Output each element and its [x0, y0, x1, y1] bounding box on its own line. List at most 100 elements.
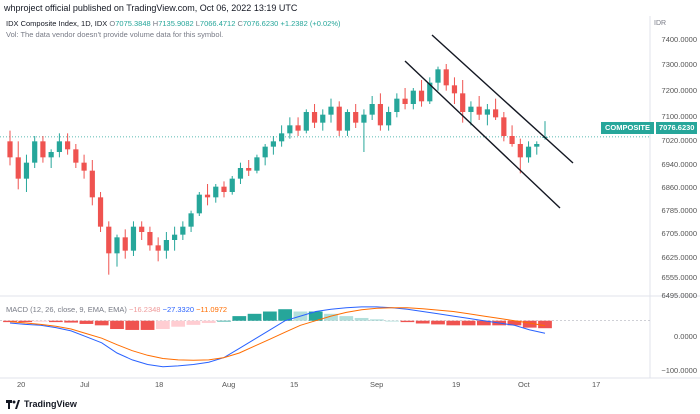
close-label: C	[237, 19, 243, 28]
volume-note: Vol: The data vendor doesn't provide vol…	[6, 30, 224, 39]
macd-histogram-bar	[476, 320, 491, 326]
time-tick: Jul	[80, 380, 90, 389]
candle-body	[353, 112, 359, 123]
candle-body	[517, 144, 523, 158]
price-scale[interactable]: 7400.0000 7300.0000 7200.0000 7100.0000 …	[650, 16, 700, 300]
candle-body	[254, 157, 260, 171]
macd-title: MACD (12, 26, close, 9, EMA, EMA)	[6, 305, 127, 314]
candle-body	[163, 240, 169, 251]
macd-histogram-bar	[94, 320, 109, 326]
high-value: 7135.9082	[158, 19, 194, 28]
change-value: +1.2382 (+0.02%)	[280, 19, 341, 28]
tradingview-logo-icon	[6, 399, 20, 409]
candle-body	[15, 157, 21, 179]
macd-histogram-bar	[3, 320, 17, 323]
candle-body	[204, 194, 211, 198]
candle-body	[336, 106, 342, 131]
candle-body	[56, 141, 62, 152]
candle-body	[443, 69, 449, 86]
candle-body	[270, 141, 276, 147]
candle-body	[172, 234, 178, 240]
open-label: O	[109, 19, 116, 28]
price-tick: 6940.0000	[661, 160, 697, 169]
candle-body	[344, 112, 351, 131]
time-axis[interactable]: 20 Jul 18 Aug 15 Sep 19 Oct 17	[0, 378, 650, 392]
price-tick: 6705.0000	[661, 229, 697, 238]
currency-label: IDR	[654, 20, 667, 27]
macd-histogram-bar	[18, 320, 33, 323]
price-tick: 6860.0000	[661, 183, 697, 192]
candle-body	[394, 98, 400, 112]
candle-body	[493, 109, 499, 118]
candle-body	[122, 237, 128, 251]
macd-histogram-bar	[507, 320, 522, 326]
time-tick: 15	[290, 380, 299, 389]
time-tick: 20	[17, 380, 26, 389]
price-tick: 6555.0000	[661, 273, 697, 282]
candle-body	[23, 162, 30, 179]
publish-header: whproject official published on TradingV…	[4, 3, 298, 13]
candle-body	[246, 168, 252, 171]
candle-body	[460, 93, 466, 112]
price-tick: 6785.0000	[661, 206, 697, 215]
candle-body	[196, 194, 202, 214]
signal-line	[9, 307, 546, 361]
macd-histogram-bar	[522, 320, 537, 328]
macd-histogram-bar	[431, 320, 445, 325]
candle-body	[221, 186, 227, 192]
candle-body	[262, 146, 268, 158]
macd-histogram-bar	[232, 316, 247, 321]
candle-body	[32, 141, 38, 163]
macd-histogram-bar	[217, 320, 231, 322]
macd-histogram-bar	[79, 320, 94, 324]
macd-legend: MACD (12, 26, close, 9, EMA, EMA) −16.23…	[6, 305, 227, 314]
candle-body	[139, 226, 145, 232]
candle-body	[484, 109, 490, 115]
price-tag-value: 7076.6230	[656, 122, 698, 134]
candle-body	[40, 141, 46, 158]
candle-body	[287, 125, 293, 134]
time-tick: 17	[592, 380, 601, 389]
macd-hist-value: −16.2348	[128, 305, 161, 314]
price-tick: 7100.0000	[661, 112, 697, 121]
candle-body	[534, 144, 540, 147]
macd-histogram-bar	[33, 320, 48, 322]
price-tag-symbol: COMPOSITE	[601, 122, 655, 134]
candle-body	[525, 146, 532, 158]
macd-scale[interactable]: 0.0000 −100.0000	[650, 296, 700, 378]
candle-body	[180, 226, 186, 235]
candle-body	[65, 141, 71, 150]
macd-histogram-bar	[140, 320, 155, 330]
open-value: 7075.3848	[115, 19, 151, 28]
candle-body	[402, 98, 408, 104]
price-tick: 7300.0000	[661, 60, 697, 69]
macd-histogram-bar	[262, 311, 277, 321]
price-tick: 7400.0000	[661, 35, 697, 44]
footer-brand: TradingView	[24, 399, 77, 409]
candle-body	[476, 106, 482, 115]
macd-histogram-bar	[155, 320, 170, 330]
macd-histogram-bar	[201, 320, 216, 324]
symbol-legend: IDX Composite Index, 1D, IDX O7075.3848 …	[6, 18, 340, 40]
macd-histogram-bar	[64, 320, 79, 323]
candle-body	[418, 90, 425, 102]
low-value: 7066.4712	[199, 19, 236, 28]
candle-body	[188, 213, 194, 227]
candle-body	[386, 112, 392, 126]
tradingview-footer[interactable]: TradingView	[6, 399, 77, 409]
candle-body	[451, 85, 458, 94]
candle-body	[106, 226, 112, 254]
candle-body	[377, 104, 383, 126]
symbol-name: IDX Composite Index, 1D, IDX	[6, 19, 108, 28]
candle-body	[320, 114, 326, 123]
macd-signal-value: −11.0972	[196, 305, 228, 314]
candle-body	[361, 114, 367, 123]
candle-body	[435, 69, 441, 83]
macd-histogram-bar	[339, 316, 354, 321]
time-tick: 19	[452, 380, 461, 389]
candle-body	[311, 112, 318, 123]
macd-histogram-bar	[354, 317, 369, 321]
candle-body	[295, 125, 301, 131]
price-tick: 7020.0000	[661, 136, 697, 145]
